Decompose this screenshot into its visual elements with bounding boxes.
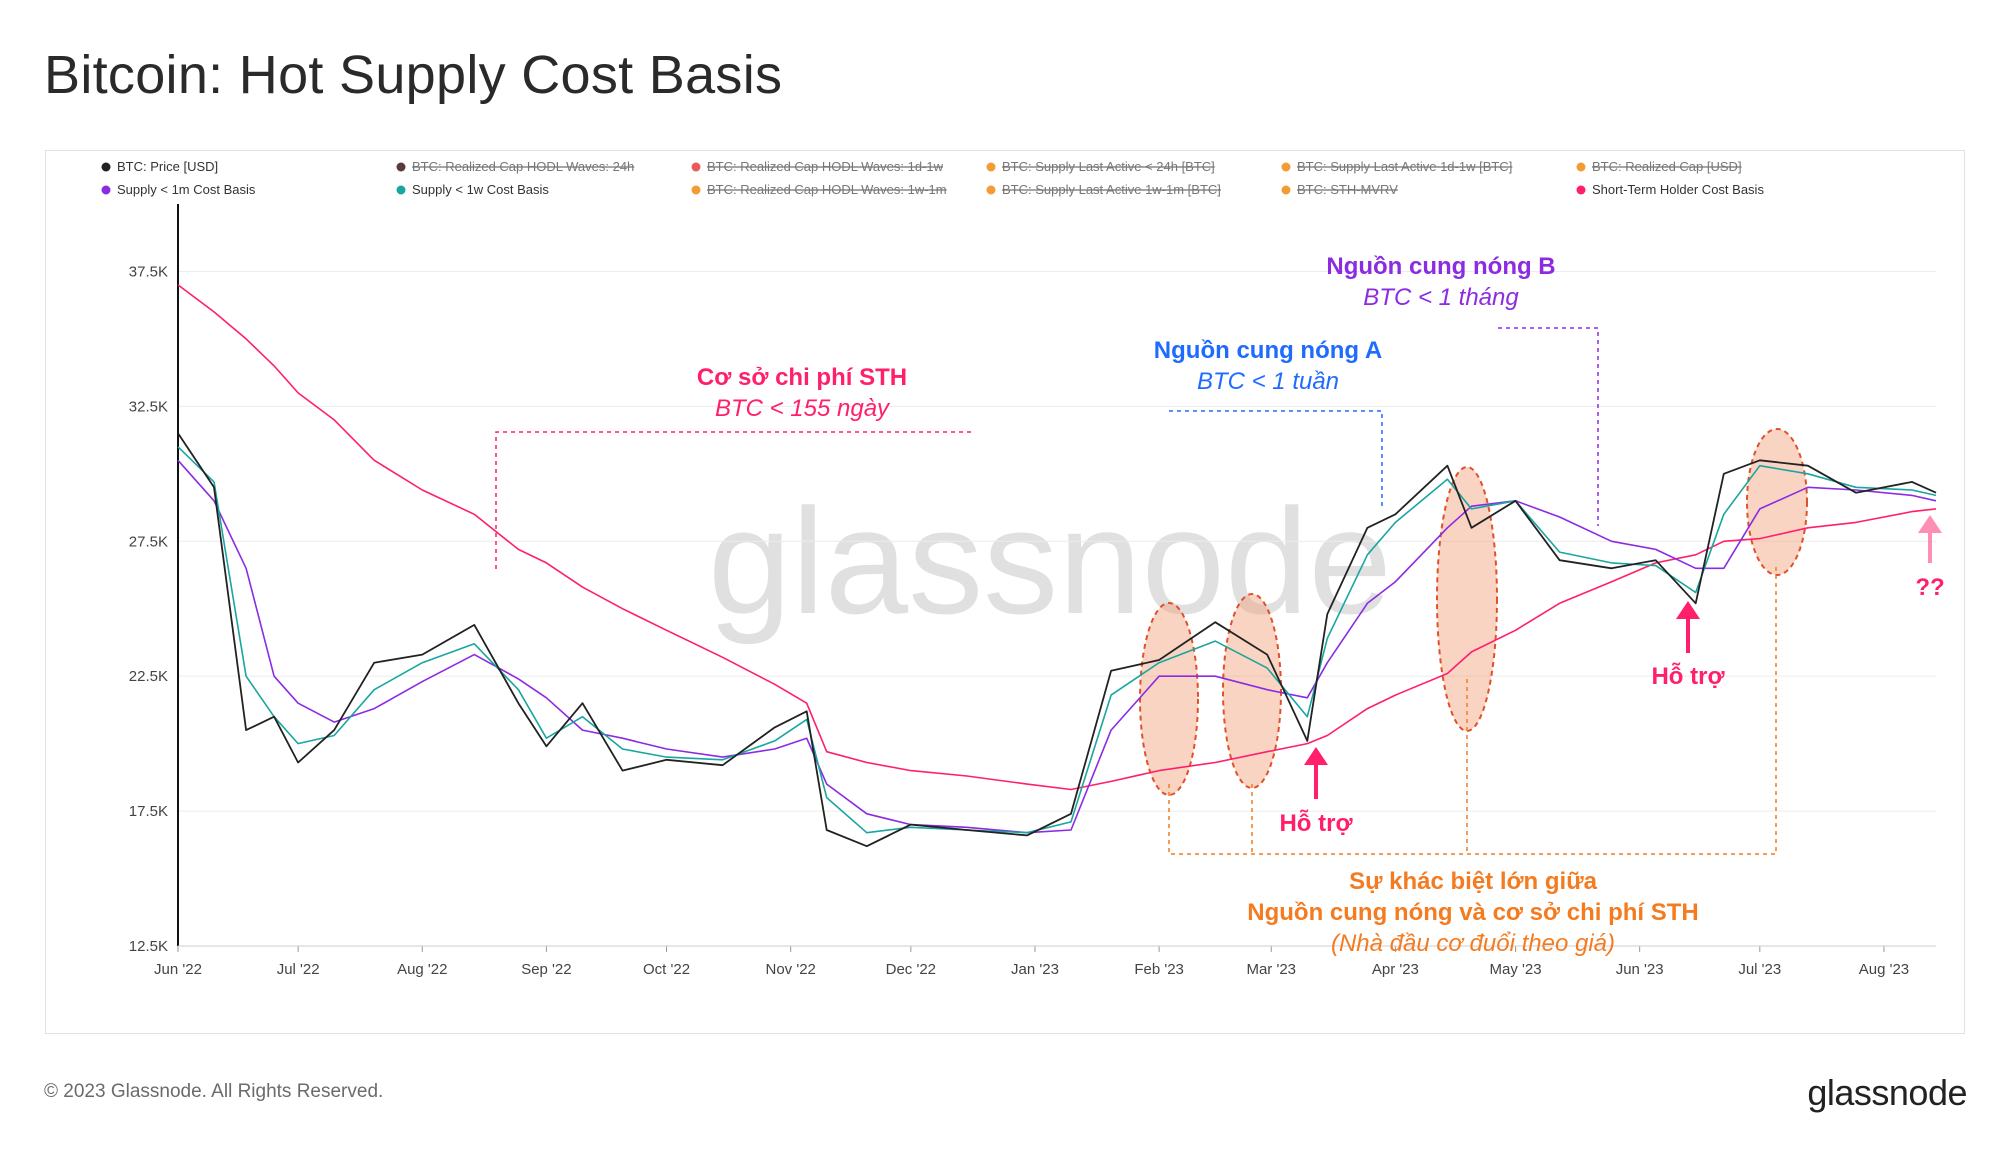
unknown-arrow-icon (1918, 515, 1942, 533)
legend-item: BTC: Supply Last Active 1w-1m [BTC] (1002, 182, 1221, 197)
legend-item: Supply < 1m Cost Basis (117, 182, 256, 197)
x-tick-label: May '23 (1489, 961, 1541, 978)
sth-annotation-sub: BTC < 155 ngày (715, 395, 891, 422)
diff-annotation-line1: Sự khác biệt lớn giữa (1349, 868, 1598, 895)
hot-a-annotation-sub: BTC < 1 tuần (1197, 368, 1339, 395)
x-tick-label: Jul '23 (1738, 961, 1781, 978)
support-arrow-icon (1304, 747, 1328, 765)
sth-annotation-title: Cơ sở chi phí STH (697, 364, 907, 391)
support-marker-1: Hỗ trợ (1279, 747, 1353, 837)
hot-b-annotation-title: Nguồn cung nóng B (1326, 253, 1555, 280)
legend-item: BTC: Realized Cap HODL Waves: 24h (412, 159, 634, 174)
x-tick-label: Aug '23 (1859, 961, 1909, 978)
y-tick-label: 12.5K (129, 938, 168, 955)
sth-bracket (495, 431, 974, 569)
support-marker-2: Hỗ trợ (1651, 601, 1725, 690)
legend-marker (1281, 162, 1291, 172)
highlight-ellipse (1139, 602, 1199, 796)
x-tick-label: Jul '22 (277, 961, 320, 978)
x-axis-ticks: Jun '22 Jul '22 Aug '22 Sep '22 Oct '22 Nov '… (154, 946, 1909, 978)
legend-marker (986, 185, 996, 195)
highlight-ellipse (1222, 593, 1282, 789)
support-label: Hỗ trợ (1651, 662, 1725, 690)
x-tick-label: Jun '22 (154, 961, 202, 978)
legend-marker (101, 162, 111, 172)
legend-marker (1576, 162, 1586, 172)
legend-marker (396, 185, 406, 195)
legend-item: BTC: STH-MVRV (1297, 182, 1398, 197)
legend-marker (396, 162, 406, 172)
highlight-ellipse (1436, 466, 1498, 732)
x-tick-label: Feb '23 (1134, 961, 1184, 978)
diff-annotation-line2: Nguồn cung nóng và cơ sở chi phí STH (1247, 899, 1698, 926)
hot-b-annotation-sub: BTC < 1 tháng (1363, 284, 1519, 311)
page-title: Bitcoin: Hot Supply Cost Basis (44, 45, 783, 105)
hot-a-annotation-title: Nguồn cung nóng A (1154, 337, 1382, 364)
watermark: glassnode (708, 477, 1392, 645)
y-tick-label: 27.5K (129, 533, 168, 550)
series-line-supply-1m-cost-basis (177, 459, 1937, 834)
x-tick-label: Dec '22 (886, 961, 936, 978)
y-tick-label: 17.5K (129, 803, 168, 820)
x-tick-label: Jan '23 (1011, 961, 1059, 978)
legend-item: BTC: Price [USD] (117, 159, 218, 174)
x-tick-label: Jun '23 (1616, 961, 1664, 978)
series-line-supply-1w-cost-basis (177, 446, 1937, 834)
legend-item: BTC: Supply Last Active < 24h [BTC] (1002, 159, 1215, 174)
chart-canvas: glassnode 12.5K 17.5K 22.5K 27.5K 32.5K 37.5K… (101, 159, 1945, 978)
hot-b-bracket (1498, 327, 1599, 526)
unknown-marker: ?? (1915, 515, 1945, 601)
y-tick-label: 37.5K (129, 263, 168, 280)
legend-marker (1576, 185, 1586, 195)
unknown-label: ?? (1915, 574, 1944, 601)
chart-panel: glassnode 12.5K 17.5K 22.5K 27.5K 32.5K 37.5K… (45, 150, 1965, 1034)
x-tick-label: Mar '23 (1246, 961, 1296, 978)
y-tick-label: 22.5K (129, 668, 168, 685)
legend-item: BTC: Realized Cap HODL Waves: 1d-1w (707, 159, 944, 174)
legend-marker (1281, 185, 1291, 195)
x-tick-label: Apr '23 (1372, 961, 1419, 978)
legend-marker (101, 185, 111, 195)
legend-marker (691, 162, 701, 172)
x-tick-label: Oct '22 (643, 961, 690, 978)
footer-logo: glassnode (1807, 1072, 1967, 1113)
series-line-short-term-holder-cost-basis (177, 284, 1937, 791)
legend-item: Supply < 1w Cost Basis (412, 182, 549, 197)
series-line-btc-price-usd (177, 432, 1937, 848)
x-tick-label: Aug '22 (397, 961, 447, 978)
legend-marker (986, 162, 996, 172)
support-arrow-icon (1676, 601, 1700, 619)
y-axis-ticks: 12.5K 17.5K 22.5K 27.5K 32.5K 37.5K (129, 263, 168, 955)
diff-bracket (1168, 563, 1777, 855)
legend-item: BTC: Realized Cap HODL Waves: 1w-1m (707, 182, 947, 197)
series-lines (177, 284, 1937, 848)
diff-annotation-line3: (Nhà đầu cơ đuổi theo giá) (1331, 930, 1615, 957)
y-tick-label: 32.5K (129, 398, 168, 415)
legend: BTC: Price [USD] BTC: Realized Cap HODL W… (101, 159, 1764, 197)
legend-marker (691, 185, 701, 195)
annotation-brackets (495, 327, 1777, 855)
footer-copyright: © 2023 Glassnode. All Rights Reserved. (44, 1081, 384, 1102)
legend-item: Short-Term Holder Cost Basis (1592, 182, 1764, 197)
legend-item: BTC: Realized Cap [USD] (1592, 159, 1742, 174)
x-tick-label: Sep '22 (521, 961, 571, 978)
support-label: Hỗ trợ (1279, 809, 1353, 837)
legend-item: BTC: Supply Last Active 1d-1w [BTC] (1297, 159, 1512, 174)
x-tick-label: Nov '22 (766, 961, 816, 978)
